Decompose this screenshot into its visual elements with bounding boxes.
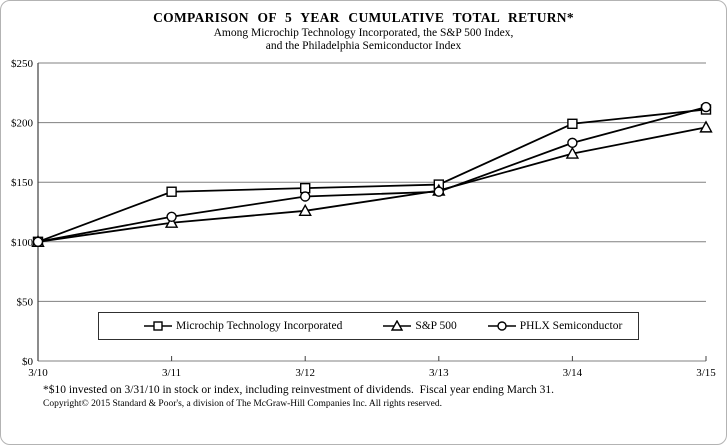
chart-subtitle-line1: Among Microchip Technology Incorporated,… [213,27,514,39]
triangle-marker [391,320,404,331]
circle-marker [567,137,578,149]
y-tick-label: $200 [11,118,34,130]
square-marker [153,321,163,331]
series-line-1 [37,126,707,243]
circle-marker [433,186,444,197]
chart-subtitle-line2: and the Philadelphia Semiconductor Index [265,40,462,52]
legend-label-phlx: PHLX Semiconductor [519,320,623,332]
legend-entry-phlx: PHLX Semiconductor [487,320,623,332]
triangle-marker-icon [383,320,412,331]
footnote-copyright: Copyright© 2015 Standard & Poor's, a div… [43,399,442,409]
circle-marker-icon [487,321,516,331]
legend-entry-microchip: Microchip Technology Incorporated [143,320,342,332]
x-tick-label: 3/13 [429,367,449,379]
y-tick-label: $50 [17,296,34,308]
triangle-marker [565,146,580,159]
circle-marker [32,236,44,248]
square-marker-icon [144,321,172,331]
legend-entry-sp500: S&P 500 [382,320,457,332]
x-tick-label: 3/11 [162,367,181,379]
legend-label-microchip: Microchip Technology Incorporated [176,320,343,332]
circle-marker [300,191,311,202]
square-marker [567,118,578,129]
legend-box: Microchip Technology Incorporated S&P 50… [98,312,639,340]
y-tick-label: $0 [22,356,34,368]
circle-marker [700,101,712,113]
chart-title: COMPARISON OF 5 YEAR CUMULATIVE TOTAL RE… [153,10,574,25]
x-tick-label: 3/14 [563,367,583,379]
triangle-marker [164,215,179,228]
series-line-0 [37,108,707,243]
x-tick-label: 3/12 [295,367,315,379]
y-tick-label: $100 [11,237,34,249]
circle-marker [166,211,177,222]
triangle-marker [298,203,312,217]
series-line-2 [37,106,707,243]
footnote-investment-note: *$10 invested on 3/31/10 in stock or ind… [43,384,555,396]
triangle-marker [699,120,713,133]
y-tick-label: $250 [11,58,34,70]
square-marker [166,186,177,197]
x-tick-label: 3/15 [696,367,716,379]
x-tick-label: 3/10 [28,367,48,379]
circle-marker [497,321,507,331]
legend-label-sp500: S&P 500 [415,320,457,332]
y-tick-label: $150 [11,177,34,189]
